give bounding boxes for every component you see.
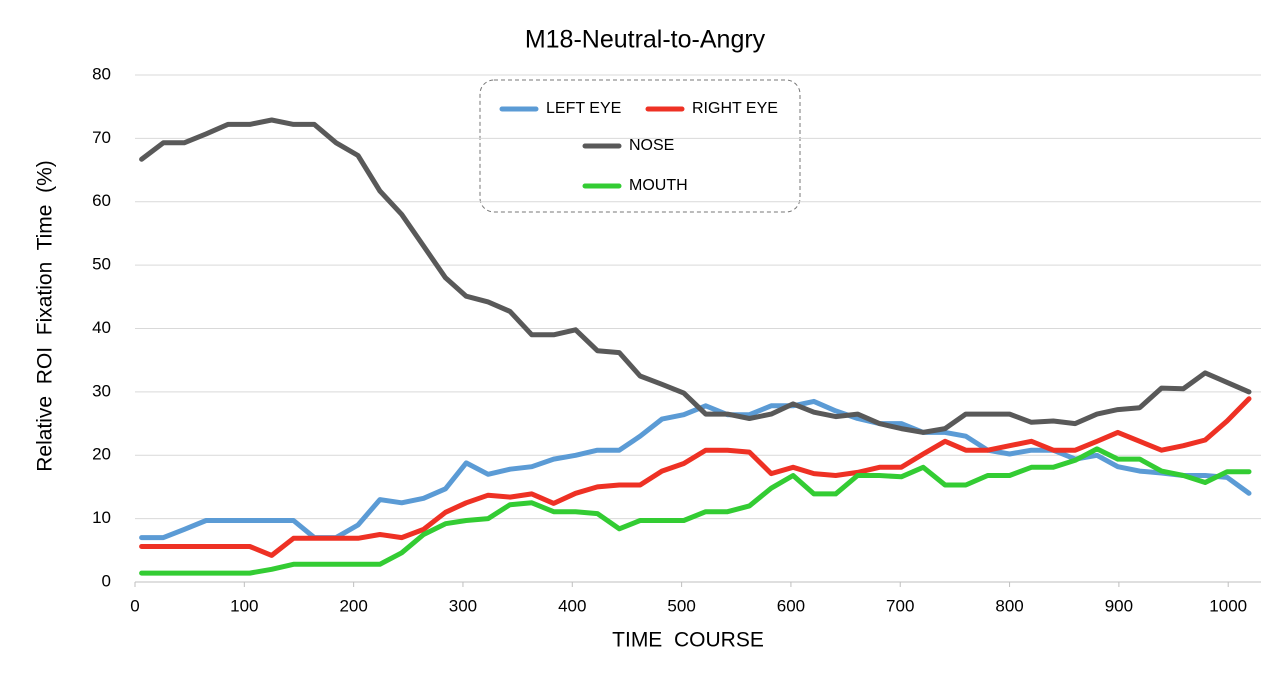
x-tick-label: 600 [777, 596, 805, 615]
x-tick-label: 900 [1105, 596, 1133, 615]
x-tick-label: 1000 [1209, 596, 1247, 615]
y-tick-label: 70 [92, 128, 111, 147]
y-tick-label: 20 [92, 445, 111, 464]
legend-label: NOSE [629, 137, 674, 154]
y-tick-label: 0 [102, 571, 111, 590]
x-tick-label: 100 [230, 596, 258, 615]
data-line [139, 117, 1252, 435]
x-axis-label: TIME COURSE [612, 629, 764, 652]
x-tick-label: 300 [449, 596, 477, 615]
y-tick-label: 40 [92, 318, 111, 337]
x-tick-label: 0 [130, 596, 139, 615]
x-tick-label: 200 [339, 596, 367, 615]
x-tick-label: 400 [558, 596, 586, 615]
x-tick-label: 800 [995, 596, 1023, 615]
y-axis-label: Relative ROI Fixation Time (%) [34, 160, 57, 472]
y-tick-label: 30 [92, 381, 111, 400]
y-tick-label: 50 [92, 255, 111, 274]
legend-box [479, 79, 801, 213]
y-tick-label: 60 [92, 191, 111, 210]
chart-title: M18-Neutral-to-Angry [525, 26, 766, 54]
legend-label: LEFT EYE [546, 100, 621, 117]
y-tick-label: 10 [92, 508, 111, 527]
data-line [139, 396, 1252, 558]
legend-label: MOUTH [629, 177, 688, 194]
data-line [139, 446, 1252, 576]
x-tick-label: 500 [667, 596, 695, 615]
x-tick-label: 700 [886, 596, 914, 615]
legend-label: RIGHT EYE [692, 100, 778, 117]
y-tick-label: 80 [92, 64, 111, 83]
